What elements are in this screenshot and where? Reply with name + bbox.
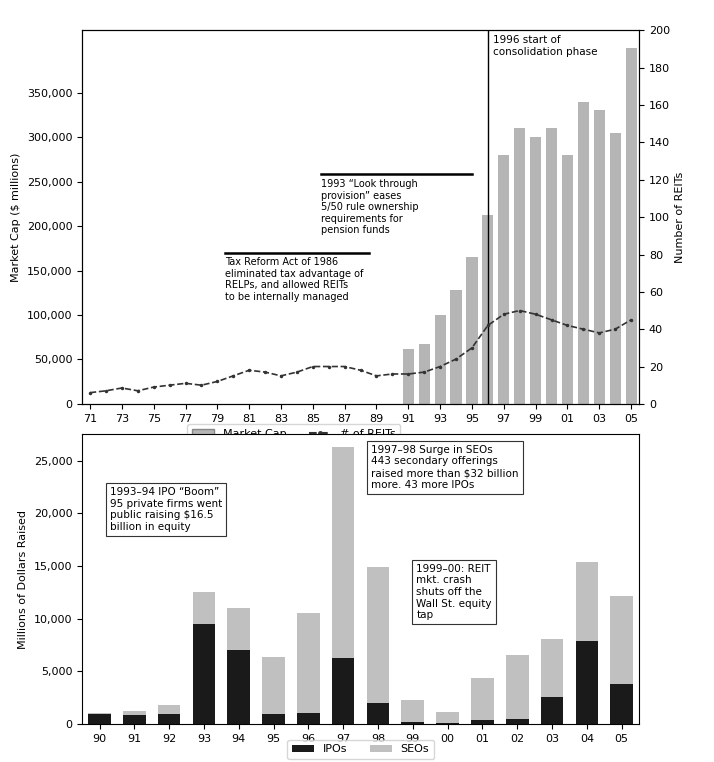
Bar <box>193 592 215 624</box>
Bar <box>367 703 389 724</box>
Bar <box>262 715 285 724</box>
Bar <box>578 101 589 404</box>
Bar <box>418 344 430 404</box>
Bar <box>451 290 462 404</box>
Bar <box>401 700 424 722</box>
Bar <box>610 133 620 404</box>
Bar <box>482 216 493 404</box>
Bar <box>506 719 528 724</box>
Y-axis label: Market Cap ($ millions): Market Cap ($ millions) <box>11 152 21 282</box>
Text: 1993–94 IPO “Boom”
95 private firms went
public raising $16.5
billion in equity: 1993–94 IPO “Boom” 95 private firms went… <box>110 487 222 532</box>
Bar <box>610 597 633 684</box>
Bar <box>530 137 541 404</box>
Bar <box>506 655 528 719</box>
Bar <box>575 641 598 724</box>
Bar <box>498 155 509 404</box>
Bar <box>625 48 637 404</box>
Bar <box>89 715 111 724</box>
Bar <box>593 110 605 404</box>
Bar <box>332 658 354 724</box>
Bar <box>297 613 320 713</box>
Bar <box>435 315 446 404</box>
Bar <box>158 705 181 715</box>
Bar <box>332 447 354 658</box>
Bar <box>228 608 250 650</box>
Text: 1996 start of
consolidation phase: 1996 start of consolidation phase <box>493 35 597 56</box>
Bar <box>546 128 557 404</box>
Bar <box>575 562 598 641</box>
Text: Tax Reform Act of 1986
eliminated tax advantage of
RELPs, and allowed REITs
to b: Tax Reform Act of 1986 eliminated tax ad… <box>226 258 363 302</box>
Bar <box>562 155 573 404</box>
Text: 1997–98 Surge in SEOs
443 secondary offerings
raised more than $32 billion
more.: 1997–98 Surge in SEOs 443 secondary offe… <box>371 445 518 490</box>
Bar <box>436 712 459 723</box>
Legend: IPOs, SEOs: IPOs, SEOs <box>287 740 434 759</box>
Bar <box>466 258 478 404</box>
Bar <box>610 684 633 724</box>
Text: 1993 “Look through
provision” eases
5/50 rule ownership
requirements for
pension: 1993 “Look through provision” eases 5/50… <box>321 179 418 235</box>
Bar <box>228 650 250 724</box>
Bar <box>89 713 111 715</box>
Bar <box>403 349 414 404</box>
Bar <box>540 696 563 724</box>
Y-axis label: Number of REITs: Number of REITs <box>675 171 685 263</box>
Bar <box>123 711 146 716</box>
Bar <box>367 567 389 703</box>
Bar <box>471 719 493 724</box>
Bar <box>436 723 459 724</box>
Bar <box>193 624 215 724</box>
Bar <box>514 128 526 404</box>
Bar <box>471 677 493 719</box>
Bar <box>297 713 320 724</box>
Bar <box>158 715 181 724</box>
Bar <box>540 639 563 696</box>
Text: 1999–00: REIT
mkt. crash
shuts off the
Wall St. equity
tap: 1999–00: REIT mkt. crash shuts off the W… <box>416 564 492 620</box>
Bar <box>262 657 285 715</box>
Legend: Market Cap, # of REITs: Market Cap, # of REITs <box>187 424 400 443</box>
Bar <box>401 722 424 724</box>
Bar <box>123 716 146 724</box>
Y-axis label: Millions of Dollars Raised: Millions of Dollars Raised <box>19 510 29 648</box>
